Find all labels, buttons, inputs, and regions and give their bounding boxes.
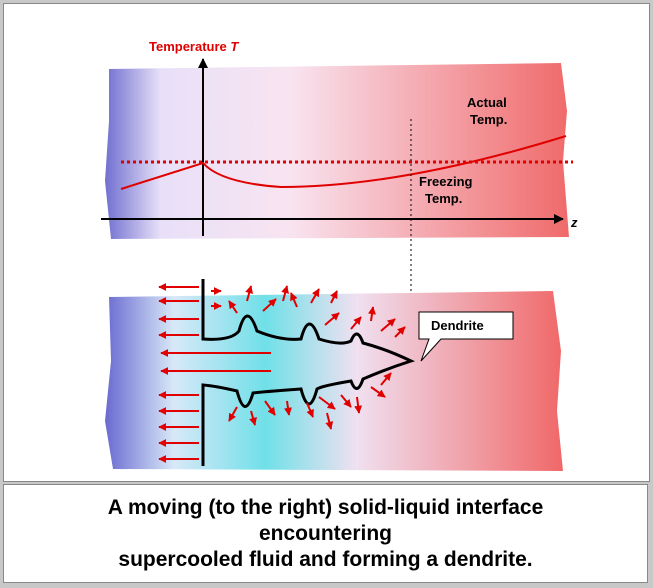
actual-temperature-curve [120,135,567,190]
arrow [330,290,338,304]
arrow [350,316,362,330]
arrow [318,396,336,410]
arrow [228,406,238,422]
caption-line: supercooled fluid and forming a dendrite… [118,548,533,571]
actual-label-2: Temp. [470,112,507,127]
arrow [262,298,277,312]
arrow [290,292,298,308]
diagram: Temperature T z Actual Temp. Freezing Te… [101,39,578,471]
arrow [228,300,238,314]
actual-label-1: Actual [467,95,507,110]
arrow [284,400,292,416]
arrow [354,396,363,414]
z-label: z [570,215,578,230]
temperature-label: Temperature T [149,39,239,54]
figure-panel: Temperature T z Actual Temp. Freezing Te… [3,3,650,482]
arrow [394,326,406,338]
arrow [368,306,376,322]
arrow [306,402,314,418]
arrow [340,394,352,408]
arrow [264,400,276,416]
arrow [249,410,257,426]
arrow [245,285,254,302]
arrow [380,372,392,386]
caption-line: A moving (to the right) solid-liquid int… [107,496,544,519]
flux-arrows [158,283,406,463]
freezing-label-1: Freezing [419,174,473,189]
caption-line: encountering [258,522,392,545]
interface-dendrite [201,279,416,466]
arrow [324,312,340,326]
arrow [380,318,396,332]
temperature-background [105,63,569,239]
arrow [370,386,386,398]
arrow [281,285,290,302]
callout-box [418,311,514,362]
arrow [310,288,320,304]
caption-panel: A moving (to the right) solid-liquid int… [3,484,648,583]
arrow [325,412,334,430]
freezing-label-2: Temp. [425,191,462,206]
callout-label: Dendrite [431,318,484,333]
